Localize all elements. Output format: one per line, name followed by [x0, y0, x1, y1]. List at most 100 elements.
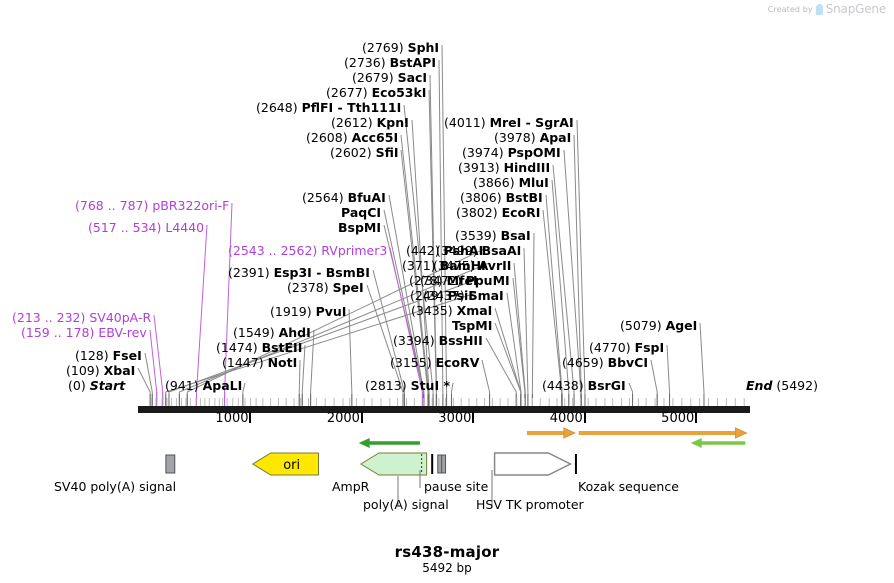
enzyme-label[interactable]: (3435) XmaI: [411, 304, 492, 317]
enzyme-label[interactable]: (3437) SmaI: [423, 289, 504, 302]
enzyme-name: BsaI: [500, 228, 531, 243]
enzyme-name: Eco53kI: [371, 85, 427, 100]
enzyme-label[interactable]: (3978) ApaI: [494, 131, 571, 144]
enzyme-label[interactable]: (4770) FspI: [589, 341, 664, 354]
feature-arrow[interactable]: [359, 452, 428, 476]
enzyme-label[interactable]: (5079) AgeI: [620, 319, 697, 332]
primer-feature-label[interactable]: (768 .. 787) pBR322ori-F: [75, 199, 229, 212]
enzyme-label[interactable]: (3155) EcoRV: [390, 356, 479, 369]
enzyme-label[interactable]: (2648) PflFI - Tth111I: [256, 101, 401, 114]
enzyme-label[interactable]: (2564) BfuAI: [302, 191, 386, 204]
enzyme-label[interactable]: (2612) KpnI: [331, 116, 409, 129]
primer-arrow-head[interactable]: [690, 438, 702, 448]
enzyme-position: (2677): [326, 85, 368, 100]
enzyme-label[interactable]: PaqCI: [341, 206, 381, 219]
enzyme-position: (3155): [390, 355, 432, 370]
enzyme-position: (2602): [330, 145, 372, 160]
feature-caption: Kozak sequence: [578, 479, 679, 494]
enzyme-label[interactable]: (2378) SpeI: [287, 281, 364, 294]
enzyme-position: (128): [75, 348, 109, 363]
enzyme-label[interactable]: (128) FseI: [75, 349, 142, 362]
enzyme-label[interactable]: (4438) BsrGI: [542, 379, 626, 392]
enzyme-position: (1549): [233, 325, 275, 340]
feature-inline-label[interactable]: ori: [283, 458, 300, 473]
primer-name: SV40pA-R: [89, 310, 152, 325]
feature-caption: pause site: [424, 479, 489, 494]
enzyme-label[interactable]: (941) ApaLI: [165, 379, 242, 392]
enzyme-label[interactable]: (1549) AhdI: [233, 326, 311, 339]
enzyme-label[interactable]: (3913) HindIII: [458, 161, 550, 174]
enzyme-position: (2391): [228, 265, 270, 280]
enzyme-name: BsrGI: [587, 378, 626, 393]
enzyme-name: MluI: [518, 175, 549, 190]
feature-arrow[interactable]: [251, 452, 320, 476]
enzyme-position: (2564): [302, 190, 344, 205]
enzyme-label[interactable]: (3974) PspOMI: [462, 146, 561, 159]
enzyme-name: BamHI: [439, 258, 486, 273]
enzyme-name: ApaI: [539, 130, 572, 145]
enzyme-name: AgeI: [665, 318, 698, 333]
primer-arrow-head[interactable]: [563, 427, 577, 439]
feature-arrow[interactable]: [493, 452, 573, 476]
enzyme-label[interactable]: (278) MfeI: [409, 274, 478, 287]
enzyme-position: (5079): [620, 318, 662, 333]
primer-arrow-head[interactable]: [358, 438, 370, 448]
enzyme-label[interactable]: (109) XbaI: [66, 364, 135, 377]
enzyme-label[interactable]: (2602) SfiI: [330, 146, 398, 159]
feature-caption: SV40 poly(A) signal: [54, 479, 177, 494]
enzyme-label[interactable]: (2608) Acc65I: [306, 131, 398, 144]
enzyme-label[interactable]: (3866) MluI: [473, 176, 549, 189]
enzyme-position: (109): [66, 363, 100, 378]
enzyme-label[interactable]: (3394) BssHII: [393, 334, 483, 347]
enzyme-label[interactable]: (371) BamHI: [402, 259, 486, 272]
enzyme-name: PspOMI: [507, 145, 561, 160]
enzyme-name: PshAI: [443, 243, 484, 258]
primer-feature-label[interactable]: (2543 .. 2562) RVprimer3: [228, 244, 387, 257]
enzyme-label[interactable]: (1447) NotI: [222, 356, 297, 369]
enzyme-label[interactable]: (1919) PvuI: [270, 305, 346, 318]
enzyme-position: (1474): [216, 340, 258, 355]
enzyme-label[interactable]: (3806) BstBI: [460, 191, 543, 204]
enzyme-label[interactable]: TspMI: [452, 319, 492, 332]
enzyme-name: TspMI: [452, 318, 493, 333]
enzyme-label[interactable]: BspMI: [338, 221, 381, 234]
feature-caption: HSV TK promoter: [476, 497, 584, 512]
primer-feature-label[interactable]: (213 .. 232) SV40pA-R: [12, 311, 151, 324]
feature-caption: poly(A) signal: [363, 497, 449, 512]
enzyme-name: AhdI: [278, 325, 311, 340]
enzyme-position: (4659): [562, 355, 604, 370]
start-marker: (0) Start: [68, 379, 125, 392]
enzyme-label[interactable]: (3499) BsaAI: [436, 244, 521, 257]
primer-arrow-head[interactable]: [734, 427, 748, 439]
enzyme-label[interactable]: (3539) BsaI: [455, 229, 531, 242]
feature-box[interactable]: [165, 454, 176, 474]
enzyme-label[interactable]: (2813) StuI *: [365, 379, 450, 392]
enzyme-name: SphI: [407, 40, 440, 55]
enzyme-label[interactable]: (3802) EcoRI: [456, 206, 540, 219]
ruler-tick-label: 3000: [438, 411, 472, 426]
enzyme-position: (4770): [589, 340, 631, 355]
enzyme-label[interactable]: (1474) BstEII: [216, 341, 302, 354]
enzyme-name: SmaI: [468, 288, 504, 303]
enzyme-position: (4438): [542, 378, 584, 393]
enzyme-label[interactable]: (2677) Eco53kI: [326, 86, 426, 99]
enzyme-label[interactable]: (2679) SacI: [352, 71, 427, 84]
primer-feature-label[interactable]: (159 .. 178) EBV-rev: [21, 326, 147, 339]
enzyme-label[interactable]: (2736) BstAPI: [344, 56, 436, 69]
enzyme-label[interactable]: (2391) Esp3I - BsmBI: [228, 266, 370, 279]
enzyme-name: BsaAI: [481, 243, 522, 258]
enzyme-label[interactable]: (442) PshAI: [406, 244, 483, 257]
enzyme-name: SpeI: [332, 280, 364, 295]
end-position: (5492): [776, 378, 818, 393]
enzyme-label[interactable]: (4659) BbvCI: [562, 356, 648, 369]
enzyme-position: (3394): [393, 333, 435, 348]
enzyme-label[interactable]: (4011) MreI - SgrAI: [444, 116, 574, 129]
enzyme-label[interactable]: (3475) AvrII: [433, 259, 511, 272]
primer-feature-label[interactable]: (517 .. 534) L4440: [88, 221, 204, 234]
enzyme-label[interactable]: (2769) SphI: [362, 41, 439, 54]
enzyme-label[interactable]: (249) PsiI: [410, 289, 473, 302]
enzyme-position: (3806): [460, 190, 502, 205]
enzyme-position: (2608): [306, 130, 348, 145]
enzyme-label[interactable]: (3472) PpuMI: [420, 274, 510, 287]
